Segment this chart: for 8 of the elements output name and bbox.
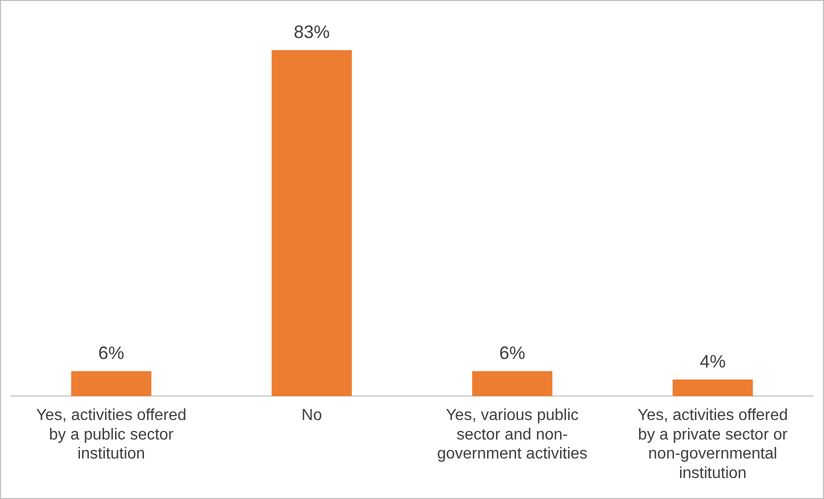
x-tick-label: No <box>302 407 322 424</box>
x-tick-label: Yes, activities offered by a private sector or non-governmental institution <box>638 407 788 482</box>
x-tick-label: Yes, various public sector and non-government activities <box>437 407 588 463</box>
data-label: 6% <box>499 343 526 364</box>
x-tick-label: Yes, activities offered by a public sector institution <box>36 407 186 463</box>
data-label: 83% <box>294 22 330 42</box>
data-label: 6% <box>98 343 124 364</box>
data-label: 4% <box>700 351 726 372</box>
